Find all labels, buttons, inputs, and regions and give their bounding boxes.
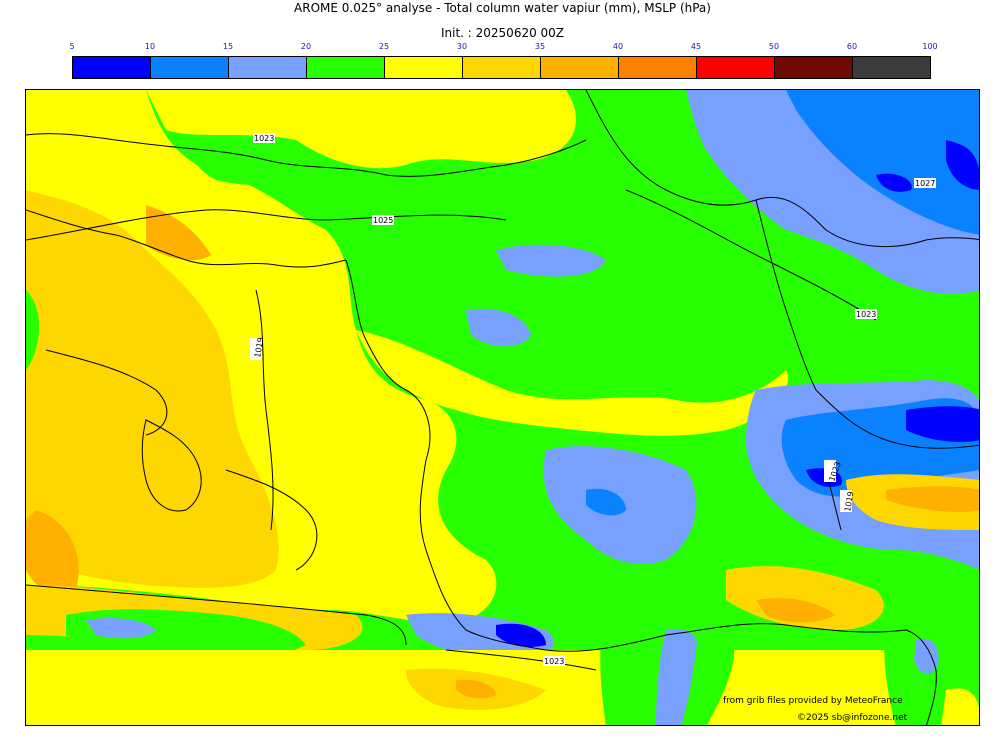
- field-blue-north: [496, 244, 606, 277]
- source-credit: from grib files provided by MeteoFrance: [723, 696, 903, 706]
- coastline-bay: [345, 259, 547, 651]
- field-blue-med-strip: [656, 628, 697, 725]
- isobar-label-box: [250, 338, 262, 360]
- colorbar: [72, 56, 931, 79]
- isobar-line: [445, 649, 597, 671]
- isobar-label: 1019: [843, 491, 855, 513]
- colorbar-tick: 15: [222, 42, 234, 51]
- colorbar-tick: 45: [690, 42, 702, 51]
- colorbar-tick: 5: [69, 42, 75, 51]
- isobar-label-box: [543, 656, 565, 666]
- colorbar-tick: 30: [456, 42, 468, 51]
- field-orange-sw: [26, 510, 79, 594]
- field-blue-pyrenees: [86, 618, 156, 639]
- coastline-iberia-north: [26, 584, 407, 646]
- field-green-west-edge: [26, 290, 40, 370]
- field-mid-blue-northeast: [786, 90, 979, 235]
- init-time: Init. : 20250620 00Z: [440, 26, 565, 40]
- field-blue-paris: [466, 308, 531, 347]
- colorbar-tick: 35: [534, 42, 546, 51]
- isobar-line: [255, 289, 274, 531]
- colorbar-segment: [775, 57, 853, 78]
- field-deepblue-massif: [586, 488, 626, 516]
- isobar-label-box: [824, 460, 836, 482]
- isobar-label-box: [372, 215, 394, 225]
- border-north: [585, 90, 979, 247]
- field-deep-blue-spot: [876, 173, 912, 192]
- colorbar-tick: 20: [300, 42, 312, 51]
- colorbar-tick: 10: [144, 42, 156, 51]
- colorbar-segment: [619, 57, 697, 78]
- contour-west-3: [225, 469, 318, 571]
- contour-west-1: [141, 419, 202, 512]
- border-alps: [815, 389, 979, 449]
- coastline-channel: [26, 133, 587, 177]
- field-orange-ligurian: [756, 598, 836, 623]
- colorbar-tick: 25: [378, 42, 390, 51]
- colorbar-tick: 50: [768, 42, 780, 51]
- isobar-labels: 1023 1025 1019 1027 1023 1023 1019 1023: [250, 133, 936, 666]
- field-yellow-central: [356, 330, 788, 436]
- contour-west-2: [45, 349, 168, 436]
- coastlines: [26, 90, 979, 725]
- coastline-med: [545, 623, 907, 652]
- field-green-england: [186, 139, 326, 186]
- isobar-label: 1027: [915, 179, 935, 188]
- colorbar-segment: [463, 57, 541, 78]
- isobar-line: [625, 189, 877, 321]
- field-deep-blue-pyrenees: [496, 623, 546, 647]
- colorbar-segment: [541, 57, 619, 78]
- field-yellow-north: [146, 90, 576, 169]
- field-deep-blue-alps: [906, 406, 979, 442]
- colorbar-segment: [73, 57, 151, 78]
- isobar-label: 1023: [544, 657, 564, 666]
- water-vapour-map: 1023 1025 1019 1027 1023 1023 1019 1023: [26, 90, 979, 725]
- field-orange-med: [456, 679, 496, 699]
- field-gold-west: [26, 190, 279, 588]
- isobars: [26, 189, 877, 671]
- map-panel: 1023 1025 1019 1027 1023 1023 1019 1023 …: [25, 89, 980, 726]
- field-deep-blue-northeast: [946, 140, 979, 190]
- isobar-label-box: [253, 133, 275, 143]
- field-blue-corsica: [914, 638, 939, 675]
- isobar-label: 1019: [253, 337, 265, 359]
- field-yellow-corsica-south: [941, 688, 979, 725]
- field-green-channel: [326, 170, 448, 211]
- isobar-label-box: [855, 309, 877, 319]
- colorbar-segment: [229, 57, 307, 78]
- colorbar-tick: 60: [846, 42, 858, 51]
- field-orange-channel: [146, 205, 211, 261]
- colorbar-tick: 100: [922, 42, 938, 51]
- isobar-label: 1023: [254, 134, 274, 143]
- isobar-line: [26, 209, 507, 241]
- isobar-label: 1025: [373, 216, 393, 225]
- colorbar-segment: [151, 57, 229, 78]
- isobar-label-box: [840, 490, 852, 512]
- copyright-credit: ©2025 sb@infozone.net: [797, 713, 908, 723]
- coastline-corsica: [905, 629, 937, 725]
- colorbar-segment: [697, 57, 775, 78]
- isobar-label-box: [914, 178, 936, 188]
- map-title: AROME 0.025° analyse - Total column wate…: [294, 1, 711, 15]
- colorbar-tick: 40: [612, 42, 624, 51]
- isobar-label: 1023: [856, 310, 876, 319]
- border-east: [755, 199, 817, 391]
- field-orange-po: [886, 486, 979, 512]
- colorbar-segment: [853, 57, 930, 78]
- colorbar-segment: [307, 57, 385, 78]
- colorbar-segment: [385, 57, 463, 78]
